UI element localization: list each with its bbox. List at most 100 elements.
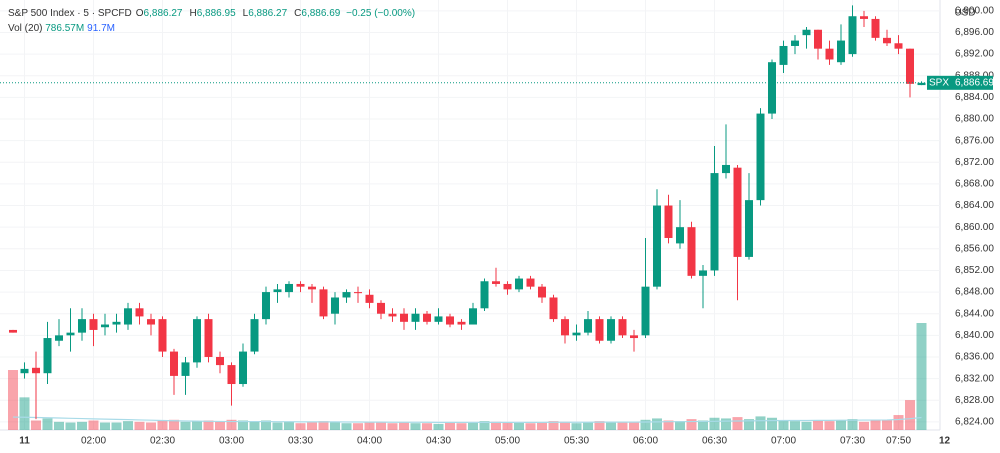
candle-body [469, 308, 477, 325]
y-tick-label: 6,868.00 [955, 179, 994, 190]
volume-bar [629, 422, 639, 430]
candle-body [733, 167, 742, 257]
candle-body [871, 18, 880, 38]
candle-body [112, 321, 121, 325]
x-tick-label: 05:00 [495, 436, 520, 447]
volume-bar [54, 421, 64, 430]
y-tick-label: 6,828.00 [955, 395, 994, 406]
candle-body [526, 278, 535, 287]
y-tick-label: 6,880.00 [955, 114, 994, 125]
candle-body [377, 302, 385, 314]
candle-body [101, 324, 109, 328]
volume-bar [479, 421, 490, 430]
volume-bar [203, 420, 214, 430]
candle-body [354, 292, 362, 294]
candle-body [308, 286, 316, 290]
candle-body [492, 281, 500, 284]
x-tick-label: 03:30 [288, 436, 313, 447]
volume-bar [249, 421, 260, 430]
candle-body [423, 313, 431, 322]
last-price-bg [951, 75, 993, 90]
volume-bar [640, 419, 651, 430]
volume-bar [169, 419, 179, 430]
candle-body [561, 319, 569, 336]
candle-body [860, 16, 868, 19]
volume-bar [675, 421, 685, 430]
volume-bar [65, 422, 76, 430]
candle-body [32, 367, 40, 374]
candle-body [66, 332, 75, 336]
volume-bar [709, 417, 720, 430]
volume-bar [410, 423, 421, 430]
field-key: O [135, 8, 144, 19]
volume-bar [123, 421, 133, 430]
candle-body [699, 270, 707, 276]
x-tick-label: 12 [939, 436, 951, 447]
candle-body [170, 351, 178, 376]
x-tick-label: 02:00 [81, 436, 106, 447]
volume-bar [824, 421, 835, 430]
candle-body [710, 173, 719, 271]
volume-bar [146, 422, 156, 430]
volume-bar [652, 418, 662, 430]
symbol-tag: SPX [929, 77, 949, 88]
x-tick-label: 11 [19, 436, 30, 447]
volume-bar [341, 423, 352, 430]
candle-body [78, 319, 86, 333]
volume-bar [583, 422, 593, 430]
candle-body [676, 227, 684, 244]
volume-bar [157, 420, 168, 430]
legend-row: Vol (20) 786.57M 91.7M [8, 21, 418, 36]
field-value: 6,886.27 [248, 8, 288, 19]
candle-body [124, 308, 132, 325]
symbol-tag-bg [927, 75, 951, 90]
candle-body [20, 368, 29, 374]
candle-body [722, 164, 730, 174]
volume-bar [847, 419, 858, 430]
field-value: 6,886.95 [196, 8, 236, 19]
volume-bar [31, 420, 41, 430]
volume-bar [261, 420, 271, 430]
volume-bar [744, 419, 754, 430]
volume-bar [8, 370, 18, 430]
volume-bar [767, 417, 777, 430]
y-tick-label: 6,856.00 [955, 243, 994, 254]
volume-bar [571, 423, 582, 430]
volume-bar [721, 418, 731, 430]
x-tick-label: 07:50 [886, 436, 911, 447]
volume-bar [870, 420, 881, 430]
candle-body [89, 319, 98, 330]
candle-body [193, 319, 201, 363]
volume-bar [180, 421, 191, 430]
candle-body [917, 82, 926, 86]
x-tick-label: 04:30 [426, 436, 451, 447]
last-price-label: 6,886.69 [955, 77, 994, 88]
candle-body [239, 351, 247, 385]
volume-bar [42, 418, 53, 430]
volume-bar [606, 422, 616, 430]
volume-bar [813, 420, 823, 430]
volume-bar [514, 422, 524, 430]
volume-bar [318, 421, 329, 430]
candle-body [549, 297, 558, 320]
volume-bar [882, 419, 892, 430]
volume-bar [801, 421, 812, 430]
volume-ma-line [12, 416, 922, 423]
candle-body [457, 321, 466, 325]
field-key: H [189, 8, 197, 19]
y-tick-label: 6,844.00 [955, 308, 994, 319]
volume-bar [491, 421, 501, 430]
volume-bar [525, 423, 536, 430]
volume-bar [445, 422, 455, 430]
candle-body [664, 205, 673, 238]
y-tick-label: 6,872.00 [955, 157, 994, 168]
volume-bar [272, 422, 283, 430]
candle-body [365, 294, 374, 303]
volume-bar [905, 400, 915, 430]
volume-bar [893, 415, 904, 430]
candle-body [848, 16, 857, 55]
candle-body [388, 313, 397, 317]
volume-name: Vol (20) [8, 23, 43, 34]
candle-body [331, 297, 339, 314]
